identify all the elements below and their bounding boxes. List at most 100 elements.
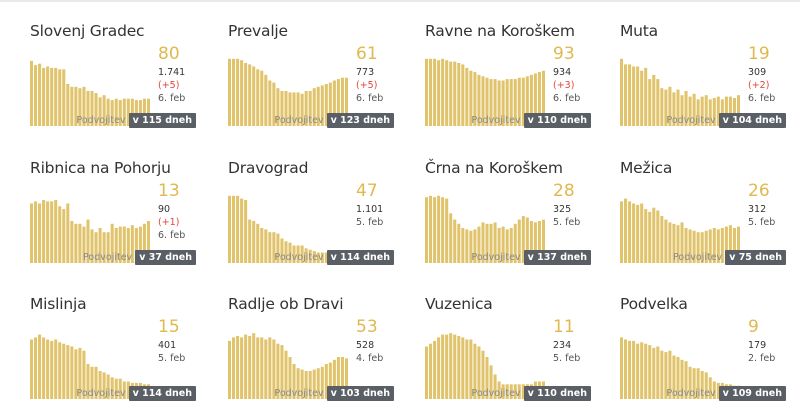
sparkline-chart [425, 58, 545, 127]
sparkline-bar [481, 350, 485, 399]
sparkline-bar [66, 345, 70, 399]
sparkline-bar [541, 219, 545, 263]
doubling-badge: v 137 dneh [523, 250, 591, 265]
doubling-row: Podvojitev v 110 dneh [425, 113, 591, 128]
doubling-row: Podvojitev v 114 dneh [228, 250, 394, 265]
sparkline-bar [62, 69, 66, 126]
sparkline-bar [268, 80, 272, 126]
sparkline-bar [493, 79, 497, 126]
sparkline-bar [264, 229, 268, 263]
sparkline-bar [324, 84, 328, 126]
sparkline-bar [692, 230, 696, 263]
sparkline-bar [692, 93, 696, 126]
sparkline-bar [114, 378, 118, 399]
sparkline-bar [700, 232, 704, 263]
sparkline-bar [505, 79, 509, 126]
sparkline-bar [110, 377, 114, 399]
sparkline-bar [493, 222, 497, 263]
sparkline-bar [485, 223, 489, 263]
sparkline-bar [34, 65, 38, 126]
sparkline-bar [42, 200, 46, 263]
sparkline-bar [624, 198, 628, 263]
sparkline-bar [724, 226, 728, 263]
sparkline-bar [732, 228, 736, 263]
sparkline-bar [505, 384, 509, 399]
sparkline-bar [66, 203, 70, 263]
sparkline-bar [668, 350, 672, 399]
sparkline-bar [433, 58, 437, 126]
sparkline-bar [656, 210, 660, 263]
update-date: 6. feb [553, 93, 581, 104]
municipality-name: Vuzenica [425, 295, 493, 313]
total-value: 90 [158, 204, 171, 215]
sparkline-bar [473, 72, 477, 126]
sparkline-bar [300, 93, 304, 126]
sparkline-bar [529, 74, 533, 126]
sparkline-bar [497, 228, 501, 263]
sparkline-bar [493, 374, 497, 399]
sparkline-bar [505, 229, 509, 263]
sparkline-bar [429, 58, 433, 126]
sparkline-bar [736, 226, 740, 263]
delta-value: (+5) [158, 80, 180, 91]
sparkline-bar [94, 232, 98, 263]
doubling-label: Podvojitev [76, 115, 126, 126]
sparkline-bar [461, 64, 465, 126]
sparkline-bar [632, 340, 636, 399]
sparkline-bar [240, 198, 244, 263]
sparkline-bar [94, 366, 98, 399]
total-value: 234 [553, 340, 572, 351]
sparkline-bar [457, 63, 461, 126]
sparkline-bar [146, 221, 150, 263]
sparkline-bar [94, 93, 98, 126]
update-date: 2. feb [748, 353, 776, 364]
municipality-name: Prevalje [228, 22, 288, 40]
delta-value: (+3) [553, 80, 575, 91]
current-value: 26 [748, 181, 770, 201]
sparkline-bar [42, 67, 46, 126]
sparkline-bar [50, 201, 54, 263]
doubling-badge: v 109 dneh [718, 386, 786, 401]
sparkline-bar [292, 92, 296, 126]
sparkline-bar [340, 357, 344, 399]
sparkline-bar [652, 207, 656, 263]
sparkline-bar [260, 70, 264, 126]
sparkline-bar [66, 84, 70, 126]
sparkline-bar [644, 209, 648, 263]
sparkline-bar [54, 67, 58, 126]
sparkline-bar [98, 97, 102, 126]
sparkline-bar [256, 337, 260, 399]
sparkline-bar [122, 226, 126, 263]
sparkline-bar [98, 371, 102, 399]
sparkline-bar [525, 76, 529, 126]
sparkline-bar [437, 60, 441, 127]
sparkline-bar [82, 350, 86, 399]
sparkline-bar [728, 96, 732, 126]
doubling-row: Podvojitev v 115 dneh [30, 113, 196, 128]
sparkline-bar [122, 98, 126, 126]
sparkline-bar [433, 197, 437, 263]
sparkline-bar [664, 352, 668, 399]
total-value: 1.741 [158, 67, 186, 78]
total-value: 934 [553, 67, 572, 78]
sparkline-bar [477, 226, 481, 263]
sparkline-bar [521, 216, 525, 263]
sparkline-bar [316, 368, 320, 399]
total-value: 528 [356, 340, 375, 351]
sparkline-bar [30, 339, 34, 399]
update-date: 5. feb [553, 353, 581, 364]
sparkline-bar [481, 76, 485, 126]
sparkline-bar [70, 221, 74, 263]
sparkline-bar [82, 86, 86, 126]
sparkline-bar [501, 80, 505, 126]
sparkline-bar [680, 222, 684, 263]
municipality-name: Radlje ob Dravi [228, 295, 344, 313]
sparkline-bar [684, 361, 688, 399]
sparkline-bar [688, 96, 692, 126]
sparkline-chart [30, 334, 150, 399]
sparkline-bar [264, 339, 268, 399]
sparkline-bar [465, 229, 469, 263]
sparkline-bar [529, 221, 533, 263]
sparkline-bar [672, 355, 676, 399]
sparkline-chart [620, 58, 740, 126]
